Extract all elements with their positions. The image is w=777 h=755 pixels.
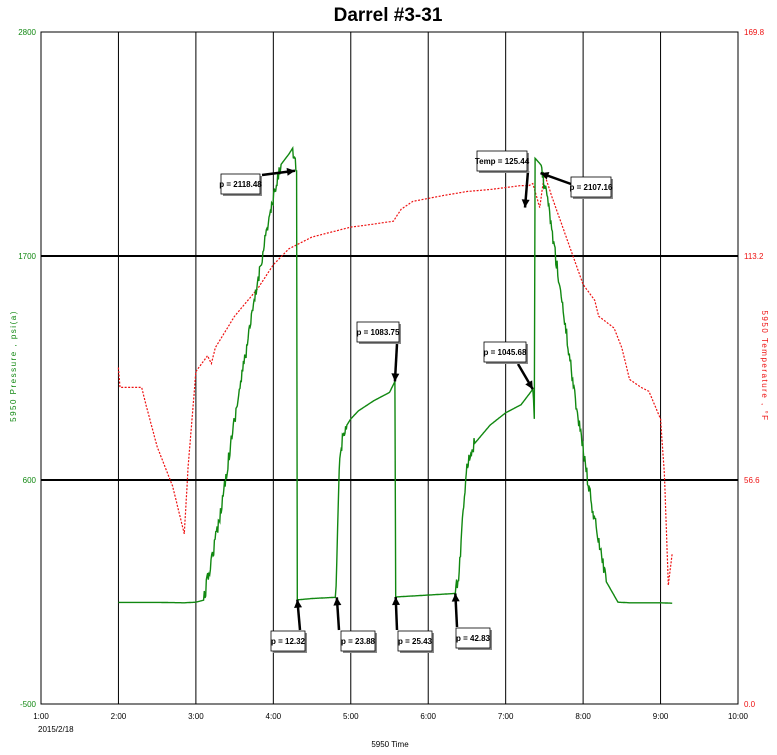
y-left-tick-label: 2800	[18, 28, 36, 37]
annotation-label: p = 42.83	[456, 634, 491, 643]
date-label: 2015/2/18	[38, 725, 74, 734]
x-tick-label: 4:00	[266, 712, 282, 721]
annotation-arrowhead	[525, 380, 533, 390]
y-right-tick-label: 169.8	[744, 28, 765, 37]
annotation-arrowhead	[521, 199, 530, 208]
annotation: p = 25.43	[392, 596, 434, 653]
annotation: Temp = 125.44	[475, 150, 530, 208]
grid-lines	[41, 32, 738, 704]
annotation-label: p = 23.88	[341, 637, 376, 646]
annotation-box	[356, 321, 400, 343]
y-axis-right-label: 5950 Temperature , °F	[760, 310, 769, 421]
y-left-tick-label: 1700	[18, 252, 36, 261]
annotation-arrowhead	[294, 599, 303, 608]
annotation-label: p = 25.43	[398, 637, 433, 646]
series-layer	[117, 146, 673, 604]
chart-title: Darrel #3-31	[334, 5, 443, 26]
x-tick-label: 1:00	[33, 712, 49, 721]
annotation-label: p = 1083.75	[357, 328, 400, 337]
y-axis-left-label: 5950 Pressure , psi(a)	[9, 310, 18, 422]
annotation-box	[483, 341, 527, 363]
x-tick-label: 2:00	[111, 712, 127, 721]
annotation-box	[476, 150, 528, 172]
annotation-arrowhead	[391, 373, 400, 382]
annotation-label: p = 2118.48	[219, 180, 262, 189]
annotation-box	[270, 630, 306, 652]
y-right-tick-label: 0.0	[744, 700, 756, 709]
x-tick-label: 8:00	[575, 712, 591, 721]
x-tick-label: 9:00	[653, 712, 669, 721]
plot-frame	[40, 31, 739, 705]
annotation-box	[220, 173, 261, 195]
y-right-tick-label: 56.6	[744, 476, 760, 485]
annotation-label: p = 12.32	[271, 637, 306, 646]
y-right-tick-label: 113.2	[744, 252, 764, 261]
annotation: p = 23.88	[333, 597, 377, 653]
annotation-arrowhead	[392, 597, 401, 606]
annotation: p = 1045.68	[483, 341, 534, 390]
x-tick-label: 7:00	[498, 712, 514, 721]
annotation-label: Temp = 125.44	[475, 157, 530, 166]
annotation-box	[340, 630, 376, 652]
y-left-tick-label: -500	[20, 700, 37, 709]
series-temperature-line	[117, 173, 673, 586]
annotation: p = 2118.48	[219, 167, 296, 196]
annotation: p = 42.83	[451, 593, 492, 650]
annotation-label: p = 2107.16	[570, 183, 613, 192]
annotation-arrowhead	[333, 597, 342, 606]
annotation-box	[455, 627, 491, 649]
annotation: p = 1083.75	[356, 321, 401, 382]
annotation-arrowhead	[286, 167, 296, 176]
tick-labels: 1:00 2:00 3:00 4:00 5:00 6:00 7:00 8:00 9:00 10:0…	[18, 28, 764, 721]
annotation-label: p = 1045.68	[484, 348, 527, 357]
x-tick-label: 5:00	[343, 712, 359, 721]
annotation-arrowhead	[540, 172, 550, 180]
annotation: p = 2107.16	[540, 171, 613, 199]
annotation-box	[570, 176, 612, 198]
y-left-tick-label: 600	[23, 476, 37, 485]
annotations: p = 2118.48 p = 12.32 p = 23.88 p = 1083.75…	[219, 150, 613, 653]
x-axis-label: 5950 Time	[371, 740, 409, 749]
x-tick-label: 10:00	[728, 712, 749, 721]
annotation-arrowhead	[451, 593, 460, 602]
x-tick-label: 3:00	[188, 712, 204, 721]
series-pressure-line	[118, 146, 673, 604]
annotation: p = 12.32	[270, 599, 307, 653]
x-tick-label: 6:00	[420, 712, 436, 721]
annotation-box	[397, 630, 433, 652]
